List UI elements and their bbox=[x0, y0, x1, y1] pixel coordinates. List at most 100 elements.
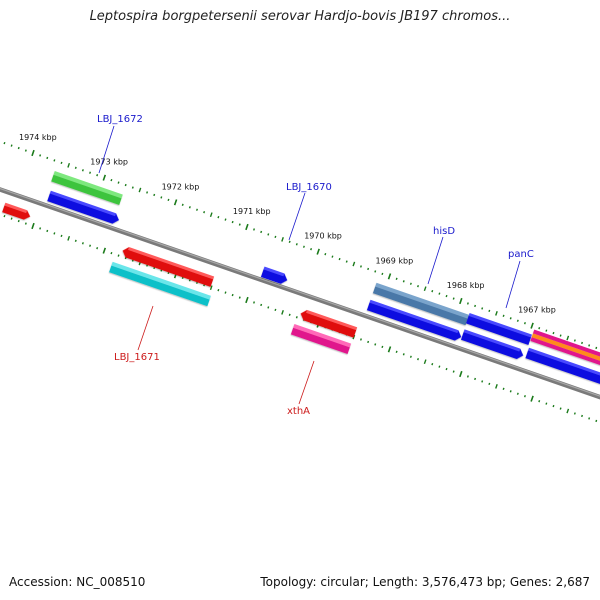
minor-tick-outer bbox=[352, 261, 356, 267]
gene-feature-red-center[interactable] bbox=[121, 245, 215, 287]
minor-tick-inner bbox=[224, 291, 227, 294]
minor-tick-outer bbox=[345, 260, 348, 263]
minor-tick-outer bbox=[409, 282, 412, 285]
gene-feature-forward-2[interactable] bbox=[366, 299, 463, 342]
minor-tick-inner bbox=[474, 377, 477, 381]
minor-tick-outer bbox=[81, 169, 84, 172]
minor-tick-inner bbox=[274, 308, 277, 312]
gene-label-lbj-1671[interactable]: LBJ_1671 bbox=[114, 352, 160, 363]
minor-tick-inner bbox=[81, 242, 84, 245]
minor-tick-inner bbox=[352, 334, 356, 340]
minor-tick-inner bbox=[359, 338, 362, 341]
minor-tick-inner bbox=[595, 419, 598, 423]
gene-feature-forward-stack[interactable] bbox=[530, 329, 600, 369]
major-tick-inner bbox=[31, 222, 35, 230]
major-tick-inner bbox=[102, 247, 107, 254]
tick-label: 1967 kbp bbox=[518, 306, 556, 315]
minor-tick-outer bbox=[402, 280, 405, 283]
gene-feature-lbj-1672[interactable] bbox=[51, 171, 123, 205]
minor-tick-inner bbox=[281, 309, 284, 315]
tick-label: 1969 kbp bbox=[376, 256, 414, 265]
minor-tick-outer bbox=[160, 196, 163, 199]
minor-tick-outer bbox=[523, 322, 526, 325]
minor-tick-inner bbox=[481, 380, 484, 383]
minor-tick-outer bbox=[538, 326, 541, 330]
genome-summary-text: Topology: circular; Length: 3,576,473 bp… bbox=[260, 575, 590, 589]
major-tick-outer bbox=[387, 273, 392, 280]
minor-tick-outer bbox=[566, 335, 570, 341]
gene-feature-panC[interactable] bbox=[466, 313, 532, 345]
major-tick-outer bbox=[316, 248, 320, 255]
gene-label-leaders bbox=[98, 125, 521, 405]
minor-tick-inner bbox=[495, 383, 498, 389]
minor-tick-outer bbox=[474, 304, 477, 308]
minor-tick-inner bbox=[395, 350, 398, 353]
minor-tick-outer bbox=[231, 220, 234, 224]
minor-tick-inner bbox=[588, 417, 591, 420]
minor-tick-inner bbox=[60, 234, 63, 238]
major-tick-outer bbox=[459, 297, 463, 305]
tick-label: 1974 kbp bbox=[19, 133, 57, 142]
minor-tick-inner bbox=[3, 214, 6, 218]
minor-tick-inner bbox=[295, 316, 298, 319]
minor-tick-outer bbox=[138, 187, 142, 193]
gene-label-xthA[interactable]: xthA bbox=[287, 406, 310, 417]
gene-label-lbj-1672[interactable]: LBJ_1672 bbox=[97, 114, 143, 125]
gene-feature-forward-4[interactable] bbox=[525, 347, 600, 385]
gene-labels: LBJ_1672 LBJ_1670 hisD panC LBJ_1671 xth… bbox=[97, 114, 534, 417]
minor-tick-outer bbox=[581, 341, 583, 345]
minor-tick-inner bbox=[417, 358, 420, 361]
minor-tick-outer bbox=[53, 159, 56, 162]
major-tick-outer bbox=[173, 199, 178, 206]
minor-tick-inner bbox=[538, 399, 541, 403]
leader-lbj-1672 bbox=[98, 125, 115, 174]
minor-tick-outer bbox=[89, 171, 92, 174]
minor-tick-outer bbox=[96, 174, 99, 177]
major-tick-inner bbox=[530, 395, 534, 402]
minor-tick-outer bbox=[559, 334, 562, 337]
minor-tick-outer bbox=[10, 144, 13, 147]
minor-tick-outer bbox=[552, 331, 555, 335]
minor-tick-inner bbox=[509, 390, 512, 393]
minor-tick-outer bbox=[395, 277, 398, 280]
minor-tick-outer bbox=[117, 181, 120, 184]
minor-tick-inner bbox=[374, 343, 377, 346]
gene-feature-lbj-1670[interactable] bbox=[260, 266, 289, 286]
minor-tick-outer bbox=[74, 166, 77, 169]
minor-tick-inner bbox=[288, 313, 291, 316]
minor-tick-inner bbox=[502, 387, 505, 390]
minor-tick-inner bbox=[423, 359, 427, 365]
minor-tick-outer bbox=[238, 223, 241, 226]
gene-label-hisD[interactable]: hisD bbox=[433, 226, 455, 237]
minor-tick-inner bbox=[552, 404, 555, 408]
minor-tick-outer bbox=[224, 218, 227, 221]
minor-tick-inner bbox=[559, 407, 562, 410]
leader-lbj-1670 bbox=[288, 192, 306, 241]
minor-tick-inner bbox=[253, 301, 256, 304]
gene-feature-forward-3[interactable] bbox=[460, 329, 525, 360]
major-tick-outer bbox=[102, 174, 107, 181]
gene-feature-red-left[interactable] bbox=[2, 202, 32, 222]
minor-tick-outer bbox=[338, 257, 341, 261]
tick-labels: 1974 kbp 1973 kbp 1972 kbp 1971 kbp 1970 kbp… bbox=[19, 133, 556, 315]
gene-feature-lbj-1671[interactable] bbox=[109, 261, 211, 307]
gene-feature-xthA[interactable] bbox=[290, 323, 352, 355]
gene-label-lbj-1670[interactable]: LBJ_1670 bbox=[286, 182, 332, 193]
gene-feature-forward-1[interactable] bbox=[47, 190, 121, 226]
minor-tick-outer bbox=[573, 339, 576, 342]
minor-tick-inner bbox=[431, 362, 434, 366]
minor-tick-inner bbox=[381, 345, 384, 349]
minor-tick-outer bbox=[181, 203, 184, 206]
minor-tick-inner bbox=[53, 232, 56, 235]
minor-tick-outer bbox=[381, 272, 384, 276]
minor-tick-inner bbox=[409, 355, 412, 358]
gene-label-panC[interactable]: panC bbox=[508, 249, 534, 260]
gene-feature-hisD[interactable] bbox=[372, 282, 470, 326]
minor-tick-outer bbox=[310, 248, 313, 251]
tick-label: 1971 kbp bbox=[233, 207, 271, 216]
gene-feature-red-xtha-adjacent[interactable] bbox=[299, 308, 358, 338]
minor-tick-outer bbox=[445, 294, 448, 298]
minor-tick-inner bbox=[260, 303, 263, 307]
leader-lbj-1671 bbox=[137, 305, 154, 351]
